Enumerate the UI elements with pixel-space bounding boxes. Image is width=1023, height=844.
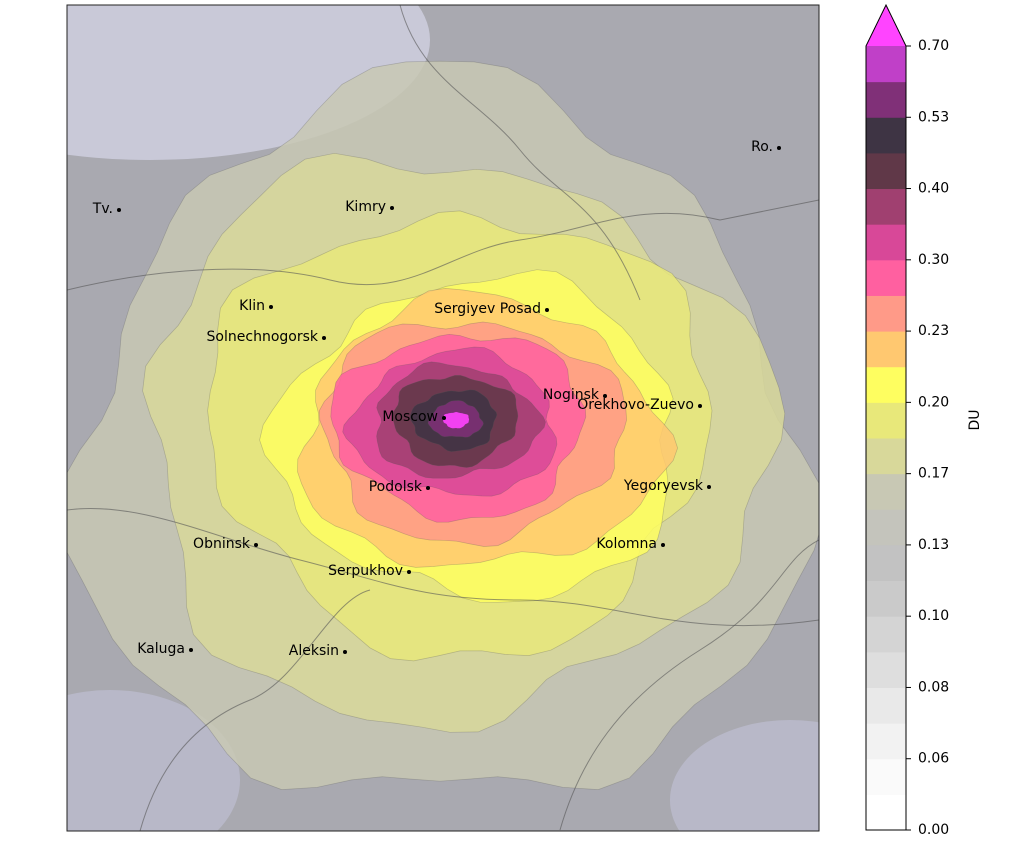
city-label: Tv. (92, 201, 113, 217)
city-label: Obninsk (193, 536, 251, 552)
colorbar-tick-label: 0.10 (918, 608, 949, 624)
colorbar-tick-label: 0.17 (918, 466, 949, 482)
colorbar-tick-label: 0.70 (918, 38, 949, 54)
colorbar-band (866, 259, 906, 296)
city-dot (603, 394, 607, 398)
colorbar-band (866, 117, 906, 154)
border (67, 507, 819, 627)
colorbar-band (866, 152, 906, 190)
city-dot (390, 206, 394, 210)
border (399, 5, 641, 301)
border (67, 199, 819, 291)
city-label: Yegoryevsk (623, 478, 704, 494)
colorbar-tick-label: 0.00 (918, 822, 949, 838)
colorbar-tick-label: 0.13 (918, 537, 949, 553)
colorbar-band (866, 758, 906, 795)
city-label: Moscow (382, 409, 438, 425)
colorbar-band (866, 188, 906, 225)
city-label: Sergiyev Posad (434, 301, 541, 317)
colorbar-band (866, 509, 906, 546)
colorbar-band (866, 723, 906, 760)
city-dot (189, 648, 193, 652)
city-dot (407, 570, 411, 574)
city-dot (545, 308, 549, 312)
city-label: Kimry (345, 199, 386, 215)
city-label: Aleksin (289, 643, 339, 659)
colorbar-extend (866, 5, 906, 46)
colorbar-band (866, 794, 906, 831)
colorbar-band (866, 366, 906, 403)
colorbar-tick-label: 0.08 (918, 679, 949, 695)
colorbar-tick-label: 0.53 (918, 109, 949, 125)
city-dot (117, 208, 121, 212)
city-label: Kaluga (137, 641, 185, 657)
city-dot (254, 543, 258, 547)
city-dot (322, 336, 326, 340)
city-label: Podolsk (369, 479, 423, 495)
city-label: Orekhovo-Zuevo (577, 397, 694, 413)
colorbar-band (866, 402, 906, 439)
colorbar-tick-label: 0.30 (918, 252, 949, 268)
city-dot (269, 305, 273, 309)
border (139, 589, 371, 831)
city-dot (707, 485, 711, 489)
city-dot (777, 146, 781, 150)
colorbar-band (866, 651, 906, 688)
map-frame (66, 4, 820, 832)
colorbar-band (866, 580, 906, 617)
colorbar-tick-label: 0.23 (918, 323, 949, 339)
colorbar-label: DU (967, 409, 983, 430)
colorbar-tick-label: 0.40 (918, 181, 949, 197)
colorbar: 0.00 0.06 0.08 0.10 0.13 0.17 0.20 0.23 0.30 0.40… (865, 3, 949, 838)
colorbar-band (866, 438, 906, 475)
city-label: Kolomna (596, 536, 657, 552)
colorbar-band (866, 295, 906, 332)
city-label: Serpukhov (328, 563, 403, 579)
border (559, 539, 819, 831)
city-dot (343, 650, 347, 654)
colorbar-tick-label: 0.20 (918, 394, 949, 410)
colorbar-band (866, 46, 906, 83)
colorbar-band (866, 331, 906, 368)
colorbar-band (866, 81, 906, 118)
colorbar-outline (865, 3, 907, 831)
city-dot (661, 543, 665, 547)
colorbar-band (866, 544, 906, 582)
city-label: Ro. (751, 139, 773, 155)
colorbar-band (866, 224, 906, 261)
map-region (67, 690, 240, 831)
city-label: Solnechnogorsk (207, 329, 319, 345)
map-region (670, 720, 819, 831)
city-dot (698, 404, 702, 408)
city-dot (442, 416, 446, 420)
colorbar-band (866, 473, 906, 510)
map (67, 5, 819, 831)
colorbar-tick-label: 0.06 (918, 751, 949, 767)
city-label: Klin (239, 298, 265, 314)
city-label: Noginsk (543, 387, 600, 403)
colorbar-band (866, 616, 906, 653)
colorbar-band (866, 687, 906, 724)
contour (442, 412, 470, 429)
city-dot (426, 486, 430, 490)
